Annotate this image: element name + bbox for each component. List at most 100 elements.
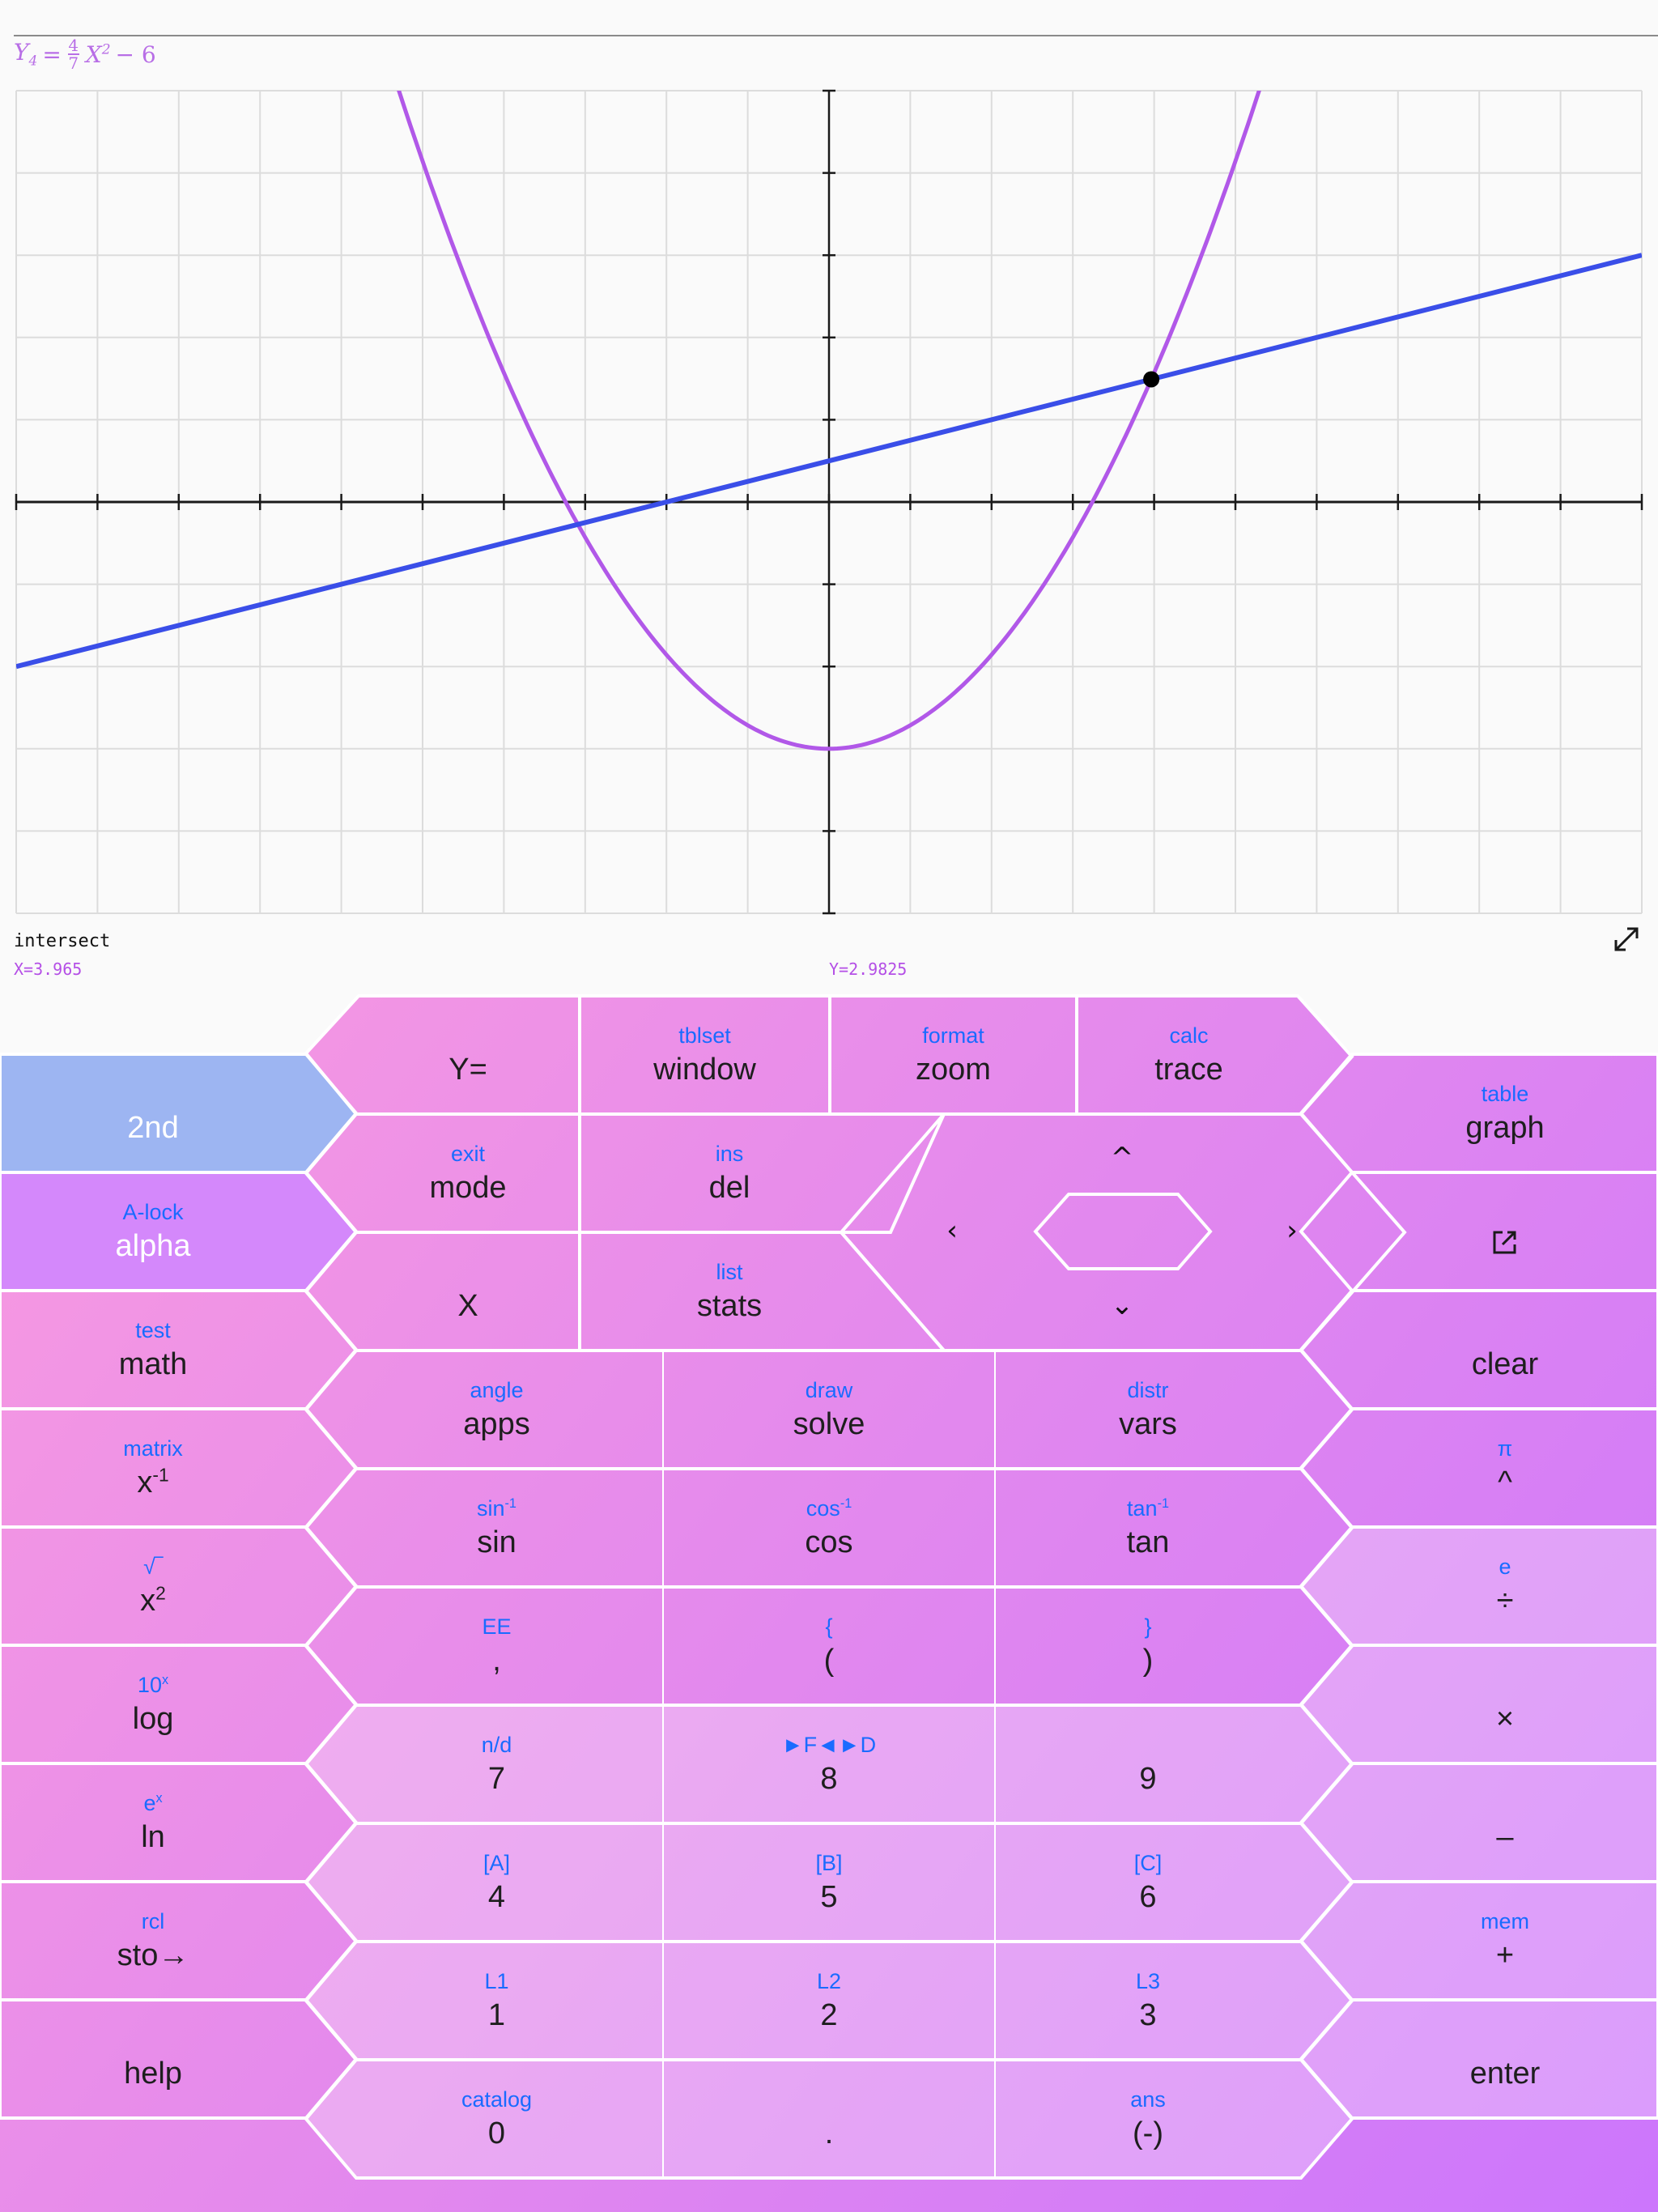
- key-comma-label: ,: [492, 1644, 501, 1678]
- key-log[interactable]: 10x log: [0, 1652, 306, 1757]
- key-zoom[interactable]: format zoom: [830, 1002, 1077, 1108]
- key-one-secondary-label: L1: [484, 1969, 509, 1993]
- key-apps-secondary-label: angle: [470, 1378, 524, 1402]
- key-tan[interactable]: tan-1 tan: [995, 1475, 1301, 1580]
- key-rparen[interactable]: }): [995, 1593, 1301, 1699]
- key-one-label: 1: [487, 1998, 506, 2032]
- key-x-squared[interactable]: √‾ x2: [0, 1534, 306, 1639]
- key-vars-secondary-label: distr: [1127, 1378, 1169, 1402]
- key-help-label: help: [124, 2057, 182, 2091]
- key-four-label: 4: [487, 1880, 506, 1914]
- key-x-var[interactable]: X: [356, 1239, 580, 1344]
- key-one[interactable]: L1 1: [330, 1948, 663, 2053]
- key-divide-secondary-label: e: [1499, 1555, 1511, 1579]
- key-x-var-label: X: [457, 1289, 478, 1323]
- key-stats[interactable]: list stats: [580, 1239, 879, 1344]
- key-divide-label: ÷: [1496, 1584, 1514, 1618]
- expand-icon[interactable]: [1613, 925, 1640, 953]
- header-divider: [14, 35, 1658, 36]
- graph-plot[interactable]: [0, 0, 1658, 923]
- key-five-label: 5: [820, 1880, 838, 1914]
- key-seven-secondary-label: n/d: [481, 1733, 512, 1757]
- key-zero[interactable]: catalog 0: [330, 2066, 663, 2172]
- key-enter[interactable]: enter: [1352, 2006, 1658, 2112]
- key-eight-secondary-label: ►F◄►D: [781, 1733, 877, 1757]
- key-help[interactable]: help: [0, 2006, 306, 2112]
- key-solve-label: solve: [793, 1407, 865, 1441]
- key-log-label: log: [132, 1702, 174, 1736]
- key-apps[interactable]: angle apps: [330, 1357, 663, 1462]
- dpad-right-icon[interactable]: ›: [1286, 1214, 1298, 1247]
- key-graph-label: graph: [1465, 1111, 1545, 1145]
- key-divide[interactable]: e ÷: [1352, 1534, 1658, 1639]
- dpad-center-shape: [1033, 1193, 1213, 1270]
- key-five[interactable]: [B] 5: [663, 1830, 995, 1935]
- dpad-down-icon[interactable]: ⌄: [1110, 1289, 1134, 1321]
- key-share[interactable]: [1352, 1179, 1658, 1284]
- key-del-shape: [578, 1112, 947, 1234]
- key-nine[interactable]: 9: [995, 1712, 1301, 1817]
- key-math-label: math: [118, 1347, 188, 1381]
- key-sto[interactable]: rcl sto→: [0, 1888, 306, 1993]
- key-x-inverse-label: x-1: [137, 1464, 169, 1499]
- key-stats-secondary-label: list: [716, 1260, 743, 1284]
- key-decimal[interactable]: .: [663, 2066, 995, 2172]
- key-trace[interactable]: calc trace: [1077, 1002, 1301, 1108]
- key-window[interactable]: tblset window: [580, 1002, 830, 1108]
- key-comma[interactable]: EE,: [330, 1593, 663, 1699]
- key-negative[interactable]: ans (-): [995, 2066, 1301, 2172]
- key-six-secondary-label: [C]: [1133, 1851, 1163, 1875]
- intersection-point: [1143, 371, 1160, 388]
- key-eight[interactable]: ►F◄►D 8: [663, 1712, 995, 1817]
- key-y-equals-label: Y=: [449, 1053, 487, 1087]
- key-del-secondary-label: ins: [715, 1142, 744, 1166]
- key-six[interactable]: [C] 6: [995, 1830, 1301, 1935]
- key-vars-label: vars: [1119, 1407, 1177, 1441]
- dpad-left-icon[interactable]: ‹: [946, 1214, 958, 1247]
- key-2nd[interactable]: 2nd: [0, 1061, 306, 1166]
- key-two[interactable]: L2 2: [663, 1948, 995, 2053]
- key-sin-secondary-label: sin-1: [477, 1496, 517, 1521]
- key-plus[interactable]: mem +: [1352, 1888, 1658, 1993]
- share-icon: [1491, 1227, 1519, 1266]
- key-eight-label: 8: [820, 1762, 838, 1796]
- key-seven-label: 7: [487, 1762, 506, 1796]
- key-zoom-label: zoom: [916, 1053, 991, 1087]
- key-three[interactable]: L3 3: [995, 1948, 1301, 2053]
- key-stats-label: stats: [696, 1289, 763, 1323]
- dpad-up-icon[interactable]: ^: [1110, 1142, 1134, 1174]
- key-multiply[interactable]: ×: [1352, 1652, 1658, 1757]
- key-minus[interactable]: –: [1352, 1770, 1658, 1875]
- key-six-label: 6: [1139, 1880, 1157, 1914]
- key-trace-secondary-label: calc: [1169, 1023, 1209, 1048]
- key-three-label: 3: [1139, 1998, 1157, 2032]
- key-zero-label: 0: [487, 2116, 506, 2150]
- key-cos-secondary-label: cos-1: [806, 1496, 852, 1521]
- key-del[interactable]: ins del: [580, 1121, 879, 1226]
- key-sin[interactable]: sin-1 sin: [330, 1475, 663, 1580]
- key-ln-secondary-label: ex: [143, 1791, 163, 1815]
- key-x-inverse[interactable]: matrix x-1: [0, 1415, 306, 1521]
- key-graph[interactable]: table graph: [1352, 1061, 1658, 1166]
- key-lparen[interactable]: {(: [663, 1593, 995, 1699]
- key-zero-secondary-label: catalog: [461, 2087, 533, 2112]
- key-clear[interactable]: clear: [1352, 1297, 1658, 1402]
- key-ln[interactable]: ex ln: [0, 1770, 306, 1875]
- key-sto-label: sto→: [117, 1938, 189, 1972]
- key-solve[interactable]: draw solve: [663, 1357, 995, 1462]
- key-mode[interactable]: exit mode: [356, 1121, 580, 1226]
- key-negative-label: (-): [1133, 2116, 1163, 2150]
- key-cos-label: cos: [805, 1525, 853, 1559]
- key-power-secondary-label: π: [1497, 1436, 1513, 1461]
- key-y-equals[interactable]: Y=: [356, 1002, 580, 1108]
- key-alpha[interactable]: A-lock alpha: [0, 1179, 306, 1284]
- key-seven[interactable]: n/d 7: [330, 1712, 663, 1817]
- key-vars[interactable]: distr vars: [995, 1357, 1301, 1462]
- key-math[interactable]: test math: [0, 1297, 306, 1402]
- key-four[interactable]: [A] 4: [330, 1830, 663, 1935]
- key-multiply-label: ×: [1495, 1702, 1515, 1736]
- key-cos[interactable]: cos-1 cos: [663, 1475, 995, 1580]
- key-power[interactable]: π ^: [1352, 1415, 1658, 1521]
- key-x-squared-label: x2: [140, 1582, 166, 1618]
